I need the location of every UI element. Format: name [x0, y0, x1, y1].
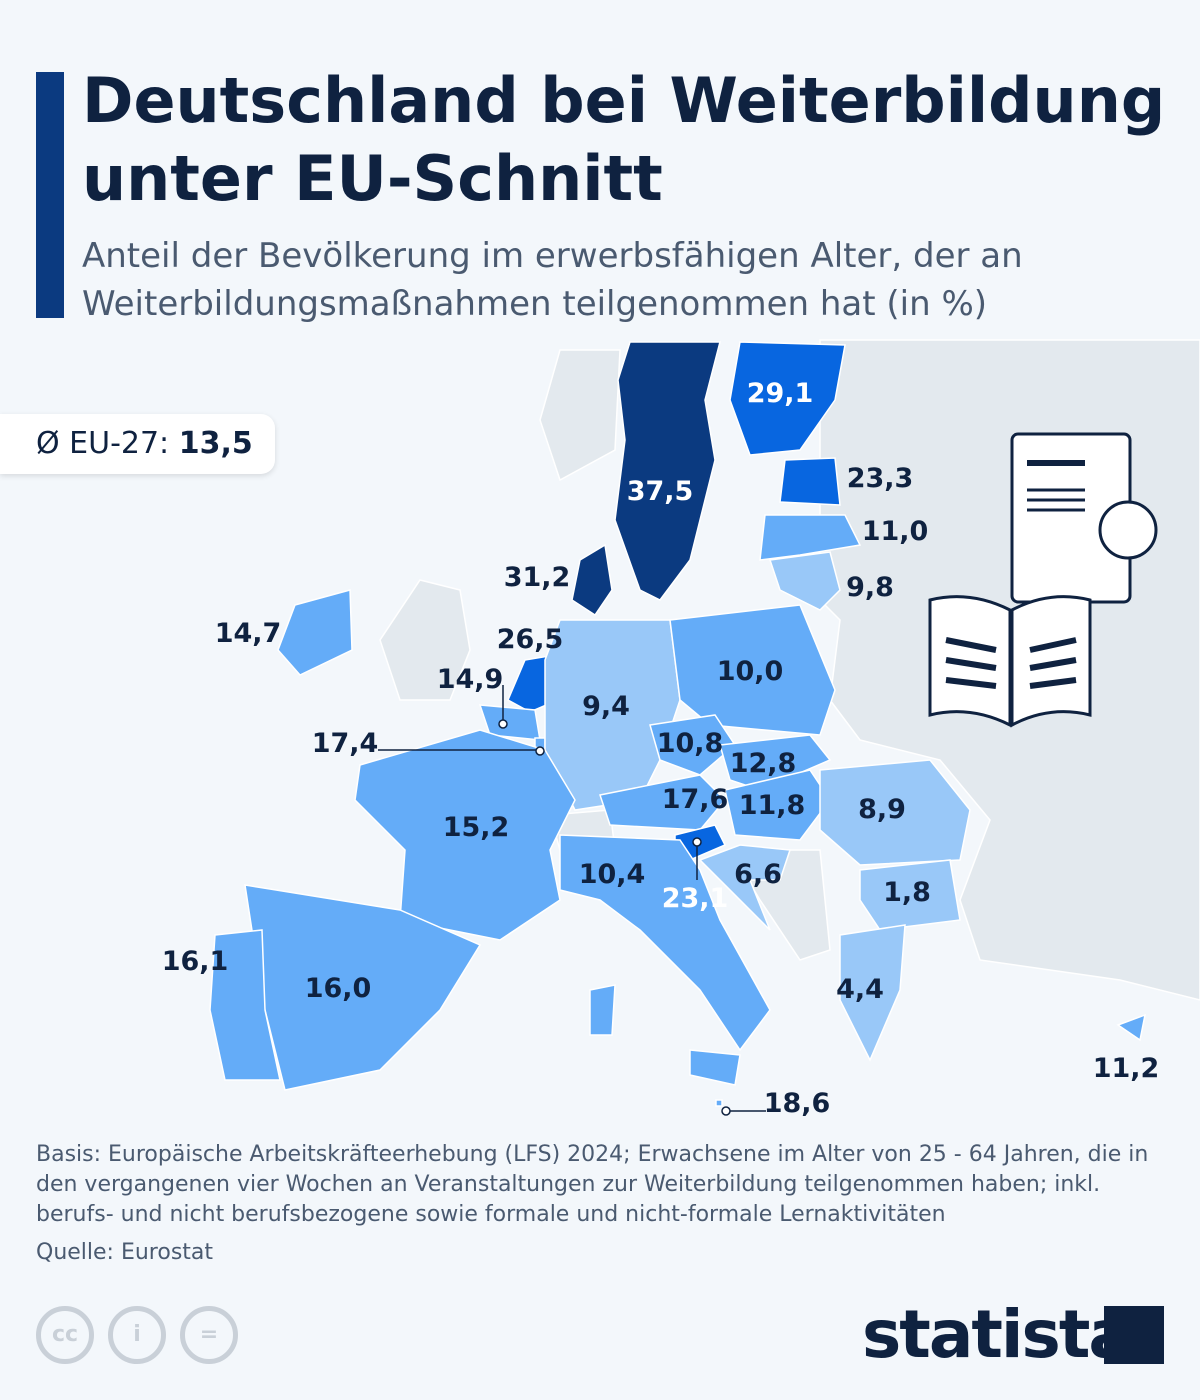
value-label: 11,2 — [1093, 1053, 1160, 1084]
value-label: 31,2 — [504, 562, 571, 593]
country-dänemark — [571, 543, 613, 617]
average-value: 13,5 — [178, 426, 253, 461]
country-lettland — [759, 514, 862, 561]
value-label: 11,8 — [739, 790, 806, 821]
value-label: 11,0 — [862, 516, 929, 547]
value-label: 18,6 — [764, 1088, 831, 1119]
country-österreich — [599, 774, 727, 831]
value-label: 6,6 — [734, 859, 782, 890]
value-label: 37,5 — [627, 476, 694, 507]
value-label: 1,8 — [883, 877, 931, 908]
country-rumänien — [819, 759, 971, 866]
value-label: 12,8 — [730, 748, 797, 779]
country-griechenland — [839, 924, 906, 1062]
value-label: 23,1 — [662, 883, 729, 914]
value-label: 29,1 — [747, 378, 814, 409]
value-label: 26,5 — [497, 624, 564, 655]
country-estland — [779, 457, 841, 506]
value-label: 8,9 — [858, 794, 906, 825]
value-label: 16,0 — [305, 973, 372, 1004]
value-label: 10,4 — [579, 859, 646, 890]
value-label: 4,4 — [836, 974, 884, 1005]
title-accent-bar — [36, 72, 64, 318]
country-portugal — [209, 929, 281, 1081]
country-italien — [559, 834, 771, 1086]
country-kroatien — [698, 844, 792, 931]
country-litauen — [769, 551, 841, 611]
subtitle: Anteil der Bevölkerung im erwerbsfähigen… — [82, 236, 1023, 324]
by-icon[interactable]: i — [108, 1306, 166, 1364]
country-bulgarien — [859, 859, 961, 931]
country-irland — [277, 589, 353, 676]
value-label: 23,3 — [847, 463, 914, 494]
nd-icon[interactable]: = — [180, 1306, 238, 1364]
certificate-icon — [928, 432, 1158, 728]
value-label: 15,2 — [443, 812, 510, 843]
country-polen — [669, 604, 836, 736]
statista-logo[interactable]: statista — [862, 1296, 1133, 1373]
value-label: 16,1 — [162, 946, 229, 977]
source: Quelle: Eurostat — [36, 1240, 214, 1265]
value-label: 10,8 — [657, 728, 724, 759]
eu-average-badge: Ø EU-27: 13,5 — [0, 414, 275, 474]
page-title: Deutschland bei Weiterbildung unter EU-S… — [82, 64, 1166, 215]
value-label: 17,6 — [662, 784, 729, 815]
country-ungarn — [724, 769, 831, 841]
value-label: 17,4 — [312, 728, 379, 759]
average-label: Ø EU-27: — [36, 426, 170, 461]
country-tschechien — [649, 714, 736, 776]
statista-logo-mark — [1104, 1306, 1164, 1364]
footnote: Basis: Europäische Arbeitskräfteerhebung… — [36, 1142, 1149, 1227]
country-zypern — [1116, 1013, 1146, 1042]
country-finnland — [729, 341, 846, 456]
country-frankreich — [354, 729, 576, 941]
value-label: 14,9 — [437, 664, 504, 695]
country-malta — [715, 1099, 723, 1107]
leader-lines — [378, 685, 766, 1116]
country-schweden — [614, 341, 721, 601]
value-label: 14,7 — [215, 618, 282, 649]
value-label: 9,8 — [846, 572, 894, 603]
value-label: 10,0 — [717, 656, 784, 687]
value-label: 9,4 — [582, 691, 630, 722]
cc-icon[interactable]: cc — [36, 1306, 94, 1364]
